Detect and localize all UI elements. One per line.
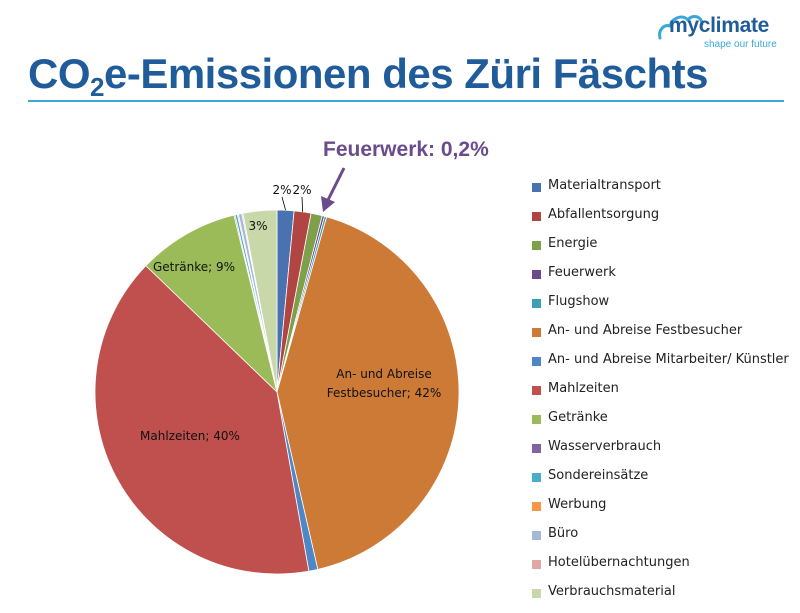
legend-item: Verbrauchsmaterial [532, 584, 789, 613]
slice-label-15: 3% [248, 219, 267, 233]
legend-label: An- und Abreise Mitarbeiter/ Künstler [548, 352, 789, 367]
callout-arrow-icon [321, 167, 346, 212]
pie-slice-9 [145, 214, 278, 394]
legend-label: An- und Abreise Festbesucher [548, 323, 743, 338]
legend-label: Büro [548, 526, 579, 541]
legend-swatch [532, 444, 541, 453]
legend-item: Büro [532, 526, 789, 555]
legend-label: Materialtransport [548, 178, 661, 193]
legend-swatch [532, 531, 541, 540]
logo-tagline: shape our future [704, 39, 777, 50]
slice-label-2: 2% [292, 183, 311, 197]
pie-slice-6 [276, 216, 460, 570]
legend-item: Hotelübernachtungen [532, 555, 789, 584]
legend-swatch [532, 299, 541, 308]
page-title: CO2e-Emissionen des Züri Fäschts [28, 50, 709, 100]
pie-slice-8 [94, 265, 310, 575]
slice-label-6: An- und Abreise Festbesucher; 42% [327, 367, 442, 400]
legend-swatch [532, 589, 541, 598]
legend-label: Mahlzeiten [548, 381, 619, 396]
slice-label-1: 2% [272, 183, 291, 197]
legend-swatch [532, 386, 541, 395]
legend-swatch [532, 357, 541, 366]
legend-label: Sondereinsätze [548, 468, 649, 483]
legend-swatch [532, 473, 541, 482]
legend: Materialtransport Abfallentsorgung Energie… [532, 178, 789, 613]
legend-item: Wasserverbrauch [532, 439, 789, 468]
legend-swatch [532, 560, 541, 569]
legend-item: Werbung [532, 497, 789, 526]
legend-swatch [532, 270, 541, 279]
title-rest: e-Emissionen des Züri Fäschts [103, 50, 709, 97]
legend-label: Abfallentsorgung [548, 207, 660, 222]
legend-swatch [532, 415, 541, 424]
legend-label: Hotelübernachtungen [548, 555, 690, 570]
legend-item: Sondereinsätze [532, 468, 789, 497]
legend-label: Werbung [548, 497, 607, 512]
logo-name: myclimate [669, 14, 770, 37]
legend-item: Abfallentsorgung [532, 207, 789, 236]
legend-item: An- und Abreise Mitarbeiter/ Künstler [532, 352, 789, 381]
title-underline [28, 100, 784, 102]
legend-item: Energie [532, 236, 789, 265]
feuerwerk-callout: Feuerwerk: 0,2% [323, 138, 489, 161]
slice-label-8: Mahlzeiten; 40% [140, 429, 240, 443]
legend-swatch [532, 328, 541, 337]
legend-item: Materialtransport [532, 178, 789, 207]
legend-item: Mahlzeiten [532, 381, 789, 410]
legend-label: Flugshow [548, 294, 610, 309]
legend-label: Energie [548, 236, 598, 251]
slice-label-9: Getränke; 9% [153, 260, 235, 274]
legend-item: Feuerwerk [532, 265, 789, 294]
title-subscript: 2 [90, 72, 104, 102]
legend-label: Feuerwerk [548, 265, 616, 280]
legend-label: Verbrauchsmaterial [548, 584, 676, 599]
legend-label: Getränke [548, 410, 608, 425]
cloud-logo-icon [658, 15, 704, 40]
legend-swatch [532, 212, 541, 221]
title-co: CO [28, 50, 91, 97]
legend-swatch [532, 183, 541, 192]
legend-swatch [532, 241, 541, 250]
leader-line-1 [281, 196, 286, 211]
legend-label: Wasserverbrauch [548, 439, 662, 454]
legend-item: Getränke [532, 410, 789, 439]
leader-line-2 [301, 196, 304, 212]
legend-item: Flugshow [532, 294, 789, 323]
pie-slice-15 [242, 209, 278, 393]
legend-item: An- und Abreise Festbesucher [532, 323, 789, 352]
legend-swatch [532, 502, 541, 511]
